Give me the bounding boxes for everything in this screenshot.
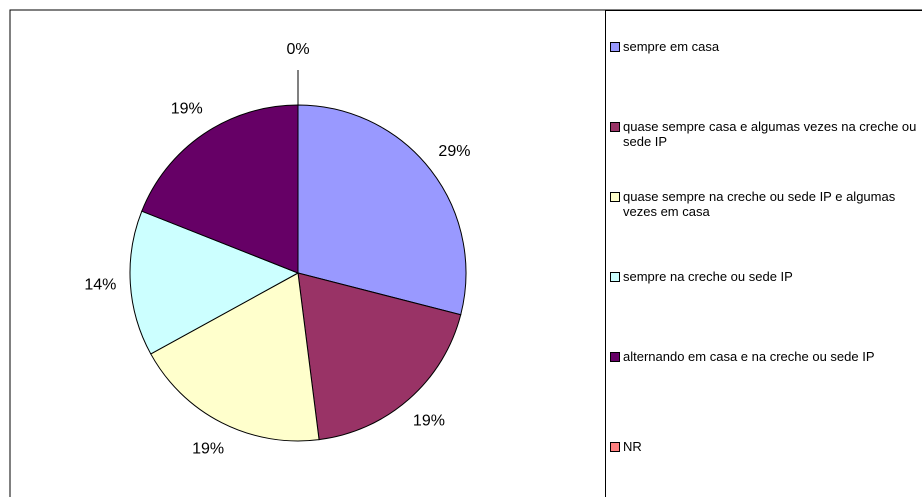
legend-label: sempre em casa: [623, 39, 720, 54]
data-label: 14%: [84, 277, 116, 294]
legend-item: quase sempre na creche ou sede IP e algu…: [610, 189, 922, 219]
pie-slice: [150, 272, 320, 442]
legend-swatch: [610, 352, 620, 362]
data-label: 29%: [438, 143, 470, 160]
legend-label: quase sempre na creche ou sede IP e algu…: [623, 189, 896, 219]
legend-item: alternando em casa e na creche ou sede I…: [610, 349, 922, 364]
legend-item: sempre na creche ou sede IP: [610, 269, 922, 284]
legend-label: alternando em casa e na creche ou sede I…: [623, 349, 875, 364]
chart-frame: [9, 9, 922, 497]
legend-label: NR: [623, 439, 642, 454]
data-label: 19%: [413, 413, 445, 430]
legend-swatch: [610, 442, 620, 452]
data-label: 19%: [171, 100, 203, 117]
legend-swatch: [610, 42, 620, 52]
data-label: 0%: [286, 41, 309, 58]
legend-label: quase sempre casa e algumas vezes na cre…: [623, 119, 917, 149]
legend: sempre em casa quase sempre casa e alguma…: [605, 10, 922, 497]
legend-label: sempre na creche ou sede IP: [623, 269, 793, 284]
legend-item: sempre em casa: [610, 39, 922, 54]
legend-swatch: [610, 192, 620, 202]
legend-swatch: [610, 272, 620, 282]
legend-item: quase sempre casa e algumas vezes na cre…: [610, 119, 922, 149]
pie-slice: [141, 104, 299, 274]
legend-item: NR: [610, 439, 922, 454]
pie-slice: [297, 104, 467, 316]
pie-slice: [129, 210, 300, 355]
legend-swatch: [610, 122, 620, 132]
pie-slice: [297, 272, 462, 441]
data-label: 19%: [192, 441, 224, 458]
